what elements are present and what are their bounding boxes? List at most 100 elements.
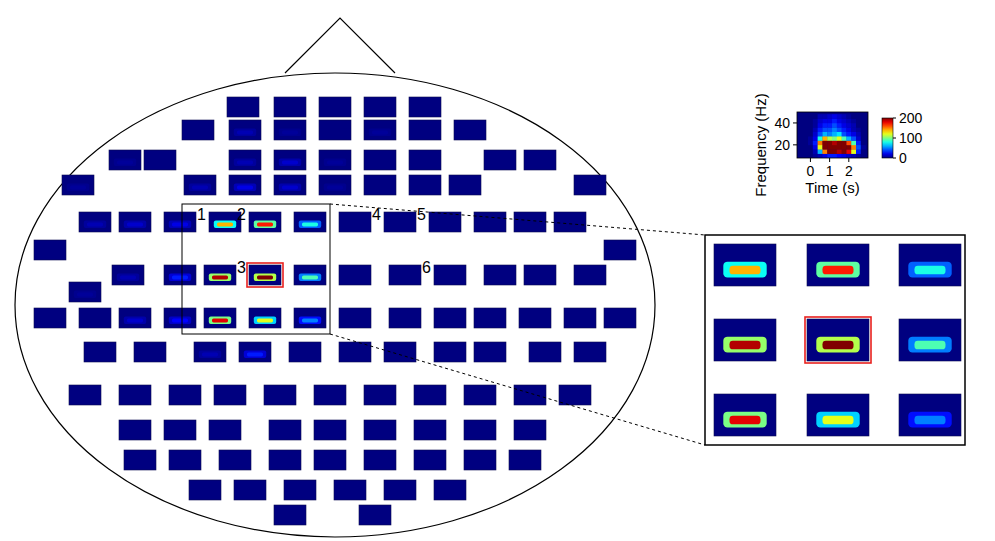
example-cell bbox=[803, 123, 808, 128]
tile-background bbox=[514, 212, 546, 232]
example-cell bbox=[803, 149, 808, 154]
example-cell bbox=[827, 136, 832, 141]
tile-halo bbox=[194, 488, 216, 496]
tile-background bbox=[294, 308, 326, 328]
tile-halo bbox=[579, 273, 601, 281]
tile-background bbox=[714, 319, 776, 361]
electrode-tile bbox=[524, 265, 556, 285]
example-cell bbox=[842, 136, 847, 141]
electrode-tile bbox=[384, 342, 416, 362]
example-cell bbox=[798, 119, 803, 124]
tile-halo bbox=[489, 273, 511, 281]
electrode-tile bbox=[434, 308, 466, 328]
tile-core bbox=[272, 395, 288, 399]
tile-core bbox=[457, 185, 473, 189]
tile-background bbox=[189, 480, 221, 500]
example-cell bbox=[837, 145, 842, 150]
tile-core bbox=[582, 185, 598, 189]
tile-core bbox=[567, 395, 583, 399]
example-cell bbox=[808, 132, 813, 137]
tile-core bbox=[172, 318, 188, 322]
tile-core bbox=[177, 395, 193, 399]
tile-background bbox=[524, 150, 556, 170]
electrode-tile bbox=[364, 97, 396, 117]
tile-background bbox=[182, 120, 214, 140]
tile-core bbox=[120, 275, 136, 279]
tile-background bbox=[509, 450, 541, 470]
example-cell bbox=[861, 132, 866, 137]
x-tick-label: 2 bbox=[845, 163, 853, 179]
electrode-tile bbox=[119, 385, 151, 405]
electrode-label: 3 bbox=[237, 259, 246, 276]
zoom-box bbox=[182, 204, 330, 334]
electrode-tile bbox=[364, 120, 396, 140]
tile-halo bbox=[117, 273, 139, 281]
tile-core bbox=[472, 460, 488, 464]
tile-core bbox=[522, 222, 538, 226]
tile-core bbox=[127, 395, 143, 399]
tile-background bbox=[434, 265, 466, 285]
example-cell bbox=[842, 127, 847, 132]
tile-halo bbox=[254, 273, 276, 281]
electrode-tile bbox=[274, 505, 306, 525]
tile-core bbox=[437, 222, 453, 226]
electrode-tile bbox=[384, 480, 416, 500]
tile-halo bbox=[279, 158, 301, 166]
example-cell bbox=[813, 127, 818, 132]
example-cell bbox=[798, 136, 803, 141]
colorbar-tick-label: 0 bbox=[899, 150, 907, 166]
example-cell bbox=[803, 127, 808, 132]
tile-core bbox=[482, 222, 498, 226]
tile-core bbox=[422, 460, 438, 464]
example-cell bbox=[842, 114, 847, 119]
tile-halo bbox=[299, 316, 321, 324]
inset-box bbox=[705, 235, 965, 445]
electrode-tile bbox=[314, 385, 346, 405]
tile-background bbox=[899, 244, 961, 286]
electrode-tile bbox=[69, 282, 101, 302]
tile-background bbox=[474, 308, 506, 328]
highlight-box bbox=[805, 317, 871, 363]
electrode-tile bbox=[284, 480, 316, 500]
electrode-tile bbox=[164, 265, 196, 285]
electrode-tile bbox=[274, 150, 306, 170]
tile-halo bbox=[39, 248, 61, 256]
example-background bbox=[797, 112, 868, 158]
x-tick-label: 1 bbox=[826, 163, 834, 179]
example-cell bbox=[851, 136, 856, 141]
tile-halo bbox=[489, 158, 511, 166]
tile-halo bbox=[89, 350, 111, 358]
tile-background bbox=[414, 385, 446, 405]
tile-halo bbox=[419, 458, 441, 466]
tile-core bbox=[492, 275, 508, 279]
tile-halo bbox=[908, 262, 951, 278]
electrode-tile bbox=[264, 385, 296, 405]
tile-core bbox=[417, 107, 433, 111]
electrode-tile bbox=[414, 450, 446, 470]
tile-background bbox=[364, 385, 396, 405]
tile-halo bbox=[469, 393, 491, 401]
tile-core bbox=[372, 395, 388, 399]
tile-halo bbox=[609, 248, 631, 256]
tile-core bbox=[392, 490, 408, 494]
tile-halo bbox=[339, 488, 361, 496]
example-cell bbox=[842, 154, 847, 158]
electrode-tile bbox=[484, 265, 516, 285]
electrode-tile bbox=[269, 420, 301, 440]
example-cell bbox=[822, 145, 827, 150]
tile-halo bbox=[319, 458, 341, 466]
tile-core bbox=[347, 222, 363, 226]
tile-background bbox=[229, 120, 261, 140]
tile-core bbox=[342, 490, 358, 494]
tile-halo bbox=[299, 220, 321, 228]
tile-background bbox=[464, 385, 496, 405]
tile-core bbox=[77, 395, 93, 399]
tile-background bbox=[514, 420, 546, 440]
electrode-tile bbox=[119, 420, 151, 440]
tile-core bbox=[302, 318, 318, 322]
tile-core bbox=[257, 222, 273, 226]
tile-halo bbox=[274, 458, 296, 466]
tile-halo bbox=[414, 158, 436, 166]
tile-core bbox=[532, 160, 548, 164]
tile-core bbox=[612, 250, 628, 254]
